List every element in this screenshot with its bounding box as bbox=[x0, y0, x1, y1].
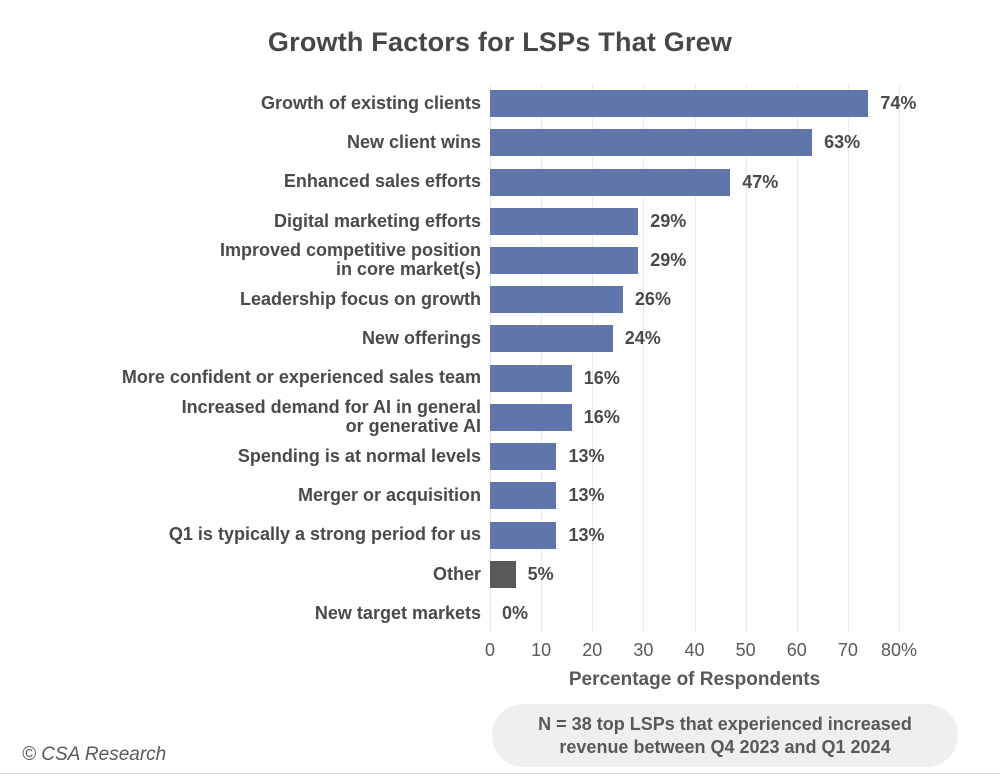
bar bbox=[490, 403, 572, 431]
category-label: Growth of existing clients bbox=[260, 92, 481, 113]
bar bbox=[490, 364, 572, 392]
gridline bbox=[643, 84, 645, 633]
chart-row: Q1 is typically a strong period for us 13… bbox=[0, 515, 1000, 554]
gridline bbox=[541, 84, 543, 633]
bar-cell: 5% bbox=[490, 555, 1000, 594]
bottom-divider bbox=[0, 773, 1000, 774]
chart-row: Increased demand for AI in general or gen… bbox=[0, 396, 1000, 437]
value-label: 16% bbox=[583, 367, 620, 388]
gridline bbox=[847, 84, 849, 633]
x-axis-title: Percentage of Respondents bbox=[568, 669, 821, 690]
category-label: Increased demand for AI in general or gen… bbox=[181, 396, 481, 437]
value-label: 16% bbox=[583, 406, 620, 427]
category-label: New target markets bbox=[314, 602, 481, 623]
bar-cell: 29% bbox=[490, 202, 1000, 241]
chart-row: Other 5% bbox=[0, 555, 1000, 594]
gridline bbox=[796, 84, 798, 633]
bar bbox=[490, 90, 869, 118]
plot-area: Growth of existing clients 74% New client … bbox=[0, 84, 1000, 633]
bar-cell: 16% bbox=[490, 359, 1000, 398]
x-tick-label: 70 bbox=[837, 640, 858, 660]
category-label: New client wins bbox=[346, 132, 481, 153]
chart-row: New offerings 24% bbox=[0, 319, 1000, 358]
x-axis-ticks: 0 10 20 30 40 50 60 70 80% bbox=[0, 640, 1000, 662]
category-label: Enhanced sales efforts bbox=[283, 171, 481, 192]
copyright-text: © CSA Research bbox=[22, 744, 167, 765]
bar bbox=[490, 325, 613, 353]
chart-title: Growth Factors for LSPs That Grew bbox=[267, 27, 733, 57]
chart-row: Improved competitive position in core mar… bbox=[0, 240, 1000, 280]
category-label: Other bbox=[432, 563, 481, 584]
bar bbox=[490, 207, 639, 235]
x-tick-label: 20 bbox=[582, 640, 603, 660]
value-label: 29% bbox=[650, 210, 687, 231]
value-label: 63% bbox=[824, 132, 861, 153]
bar-cell: 13% bbox=[490, 515, 1000, 554]
bar bbox=[490, 129, 813, 157]
category-label: Improved competitive position in core mar… bbox=[219, 240, 481, 280]
bar-cell: 24% bbox=[490, 319, 1000, 358]
bar bbox=[490, 168, 731, 196]
category-label: Spending is at normal levels bbox=[237, 445, 481, 466]
bar-cell: 16% bbox=[490, 398, 1000, 437]
bar-cell: 26% bbox=[490, 280, 1000, 319]
gridline bbox=[490, 84, 491, 633]
value-label: 13% bbox=[568, 446, 605, 467]
bar bbox=[490, 246, 639, 274]
bar-cell: 13% bbox=[490, 437, 1000, 476]
bar-cell: 0% bbox=[490, 594, 1000, 633]
chart-row: Growth of existing clients 74% bbox=[0, 84, 1000, 123]
value-label: 5% bbox=[527, 563, 554, 584]
x-tick-label: 10 bbox=[531, 640, 552, 660]
category-label: New offerings bbox=[361, 328, 481, 349]
x-tick-label: 30 bbox=[633, 640, 654, 660]
chart-row: Leadership focus on growth 26% bbox=[0, 280, 1000, 319]
value-label: 29% bbox=[650, 249, 687, 270]
x-tick-label: 60 bbox=[786, 640, 807, 660]
bar-cell: 47% bbox=[490, 162, 1000, 201]
bar-rows-container: Growth of existing clients 74% New client … bbox=[0, 84, 1000, 633]
bar bbox=[490, 443, 557, 471]
bar bbox=[490, 482, 557, 510]
category-label: Leadership focus on growth bbox=[239, 288, 481, 309]
chart-row: Merger or acquisition 13% bbox=[0, 476, 1000, 515]
value-label: 74% bbox=[880, 93, 917, 114]
chart-row: New target markets 0% bbox=[0, 594, 1000, 633]
chart-row: Digital marketing efforts 29% bbox=[0, 202, 1000, 241]
sample-size-note: N = 38 top LSPs that experienced increas… bbox=[492, 704, 958, 767]
value-label: 0% bbox=[502, 602, 529, 623]
gridline bbox=[694, 84, 696, 633]
x-tick-label: 50 bbox=[735, 640, 756, 660]
bar-cell: 63% bbox=[490, 123, 1000, 162]
chart-row: More confident or experienced sales team… bbox=[0, 359, 1000, 398]
value-label: 13% bbox=[568, 524, 605, 545]
value-label: 13% bbox=[568, 485, 605, 506]
value-label: 47% bbox=[742, 171, 779, 192]
gridline bbox=[745, 84, 747, 633]
bar-cell: 29% bbox=[490, 241, 1000, 280]
category-label: Merger or acquisition bbox=[297, 485, 481, 506]
x-tick-label: 0 bbox=[484, 640, 496, 660]
category-label: Q1 is typically a strong period for us bbox=[168, 524, 481, 545]
bar-cell: 74% bbox=[490, 84, 1000, 123]
bar-cell: 13% bbox=[490, 476, 1000, 515]
chart-row: Enhanced sales efforts 47% bbox=[0, 162, 1000, 201]
category-label: Digital marketing efforts bbox=[273, 210, 481, 231]
x-tick-label: 40 bbox=[684, 640, 705, 660]
chart-row: Spending is at normal levels 13% bbox=[0, 437, 1000, 476]
bar bbox=[490, 560, 516, 588]
bar bbox=[490, 286, 623, 314]
value-label: 24% bbox=[624, 328, 661, 349]
note-line-2: revenue between Q4 2023 and Q1 2024 bbox=[559, 736, 891, 757]
x-tick-label: 80% bbox=[880, 640, 918, 660]
value-label: 26% bbox=[634, 289, 671, 310]
gridline bbox=[899, 84, 900, 633]
bar bbox=[490, 521, 557, 549]
category-label: More confident or experienced sales team bbox=[121, 367, 481, 388]
gridline bbox=[592, 84, 594, 633]
chart-row: New client wins 63% bbox=[0, 123, 1000, 162]
note-line-1: N = 38 top LSPs that experienced increas… bbox=[538, 714, 912, 734]
gridlines-layer bbox=[490, 84, 900, 633]
